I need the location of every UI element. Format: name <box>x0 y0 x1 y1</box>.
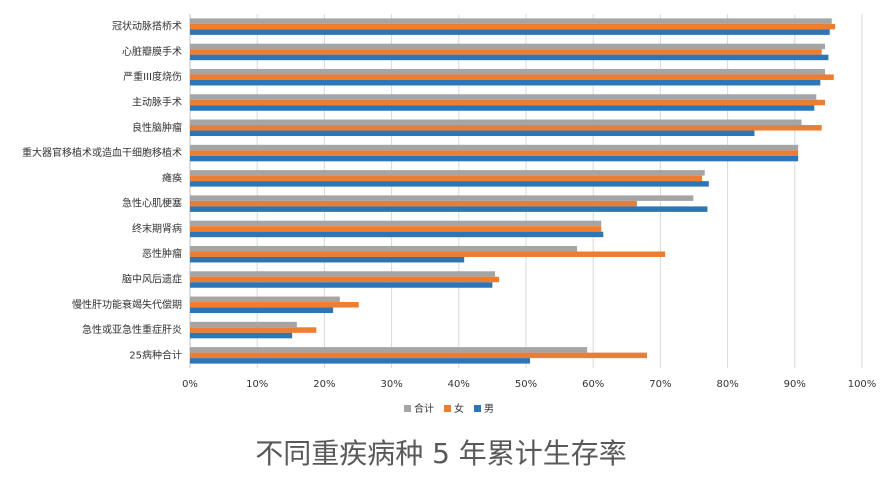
legend-label: 男 <box>484 403 494 415</box>
y-tick-label: 冠状动脉搭桥术 <box>112 20 182 33</box>
bar <box>190 226 602 232</box>
bar <box>190 99 826 106</box>
y-tick-label: 良性脑肿瘤 <box>132 121 182 134</box>
bar <box>190 195 694 201</box>
bar <box>190 200 637 207</box>
bar <box>190 347 588 353</box>
y-tick-label: 脑中风后遗症 <box>122 273 182 286</box>
bar <box>190 29 830 35</box>
bar <box>190 245 578 252</box>
bar <box>190 220 602 227</box>
bar <box>190 256 465 263</box>
legend-swatch <box>404 405 411 412</box>
bar <box>190 105 815 111</box>
bar <box>190 130 755 137</box>
bar <box>190 307 334 314</box>
bar <box>190 54 829 61</box>
x-tick-label: 50% <box>515 379 537 390</box>
bar <box>190 276 500 283</box>
x-tick-label: 10% <box>246 379 268 390</box>
x-tick-label: 30% <box>380 379 402 390</box>
bar <box>190 181 709 187</box>
bar <box>190 332 293 339</box>
y-tick-label: 急性心肌梗塞 <box>122 197 182 210</box>
legend-swatch <box>474 405 481 412</box>
legend-label: 合计 <box>414 402 434 415</box>
bar <box>190 321 297 328</box>
x-tick-label: 100% <box>848 379 877 390</box>
y-tick-label: 终末期肾病 <box>132 222 182 235</box>
bar <box>190 206 708 212</box>
bar <box>190 358 531 364</box>
bar <box>190 150 799 156</box>
bar <box>190 74 834 80</box>
bar <box>190 94 817 100</box>
bar <box>190 23 836 30</box>
y-tick-label: 25病种合计 <box>129 348 182 361</box>
chart-title: 不同重疾病种 5 年累计生存率 <box>255 437 627 470</box>
x-tick-label: 70% <box>649 379 671 390</box>
y-tick-label: 重大器官移植术或造血干细胞移植术 <box>22 146 182 159</box>
bar <box>190 271 496 277</box>
bar <box>190 79 821 86</box>
legend-swatch <box>444 405 451 412</box>
bar <box>190 43 826 50</box>
bar <box>190 302 359 308</box>
x-tick-label: 80% <box>716 379 738 390</box>
bar <box>190 175 703 182</box>
y-tick-label: 主动脉手术 <box>132 96 182 109</box>
y-tick-label: 瘫痪 <box>162 171 182 184</box>
bar <box>190 296 340 303</box>
y-tick-label: 恶性肿瘤 <box>142 247 182 260</box>
y-tick-label: 严重III度烧伤 <box>123 70 182 83</box>
bar <box>190 352 647 359</box>
bar <box>190 119 802 126</box>
y-tick-label: 心脏瓣膜手术 <box>122 45 182 58</box>
x-tick-label: 40% <box>448 379 470 390</box>
bar <box>190 49 822 55</box>
x-tick-label: 90% <box>784 379 806 390</box>
x-tick-label: 20% <box>313 379 335 390</box>
bar <box>190 231 604 238</box>
bar <box>190 282 493 288</box>
bar <box>190 251 666 257</box>
bar <box>190 144 799 151</box>
bar <box>190 170 705 176</box>
bar <box>190 18 832 24</box>
bar <box>190 68 826 75</box>
bar <box>190 125 822 131</box>
x-tick-label: 60% <box>582 379 604 390</box>
legend-label: 女 <box>454 402 464 415</box>
x-tick-label: 0% <box>182 379 198 390</box>
bar <box>190 327 317 333</box>
bar <box>190 155 799 162</box>
y-tick-label: 急性或亚急性重症肝炎 <box>82 323 182 336</box>
y-tick-label: 慢性肝功能衰竭失代偿期 <box>72 298 182 311</box>
